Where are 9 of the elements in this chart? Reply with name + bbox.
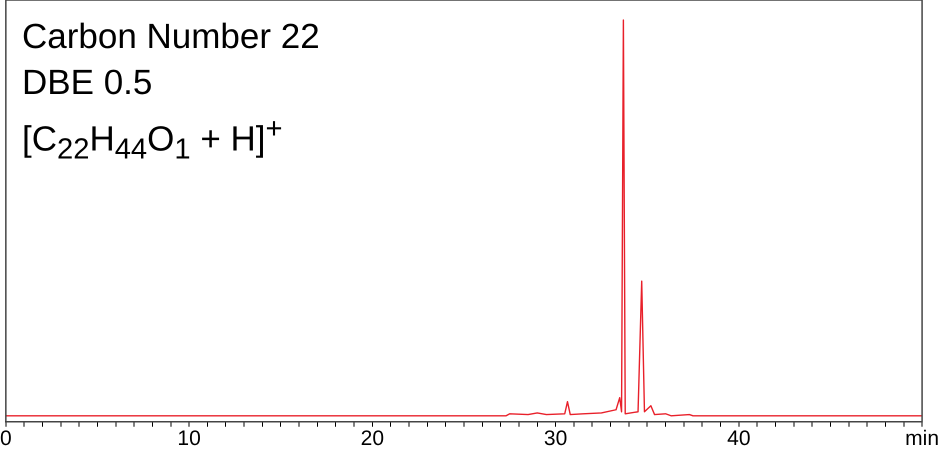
annotation: Carbon Number 22	[22, 16, 320, 58]
x-tick-label: 20	[360, 427, 384, 450]
x-tick-label: 30	[544, 427, 568, 450]
x-tick-label: 0	[0, 427, 12, 450]
x-tick-label: min	[905, 427, 939, 450]
annotation: DBE 0.5	[22, 62, 154, 104]
x-tick-label: 40	[727, 427, 751, 450]
x-tick-label: 10	[177, 427, 201, 450]
annotation: [C$_{22}$H$_{44}$O$_{1}$ + H]$^{+}$	[22, 112, 284, 168]
